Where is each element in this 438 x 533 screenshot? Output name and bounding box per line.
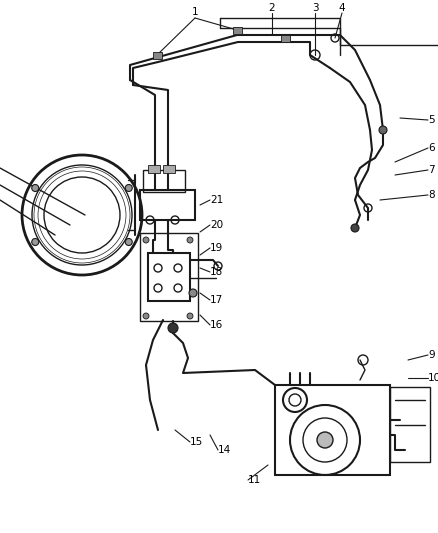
Text: 14: 14 — [218, 445, 231, 455]
Text: 19: 19 — [210, 243, 223, 253]
Text: 21: 21 — [210, 195, 223, 205]
Text: 20: 20 — [210, 220, 223, 230]
Text: 16: 16 — [210, 320, 223, 330]
Bar — [281, 35, 290, 42]
Bar — [148, 165, 160, 173]
Circle shape — [168, 323, 178, 333]
Text: 18: 18 — [210, 267, 223, 277]
Text: 8: 8 — [428, 190, 434, 200]
Bar — [390, 387, 430, 462]
Bar — [140, 190, 195, 220]
Text: 11: 11 — [248, 475, 261, 485]
Circle shape — [317, 432, 333, 448]
Circle shape — [32, 184, 39, 191]
Text: 3: 3 — [312, 3, 318, 13]
Circle shape — [379, 126, 387, 134]
Text: 6: 6 — [428, 143, 434, 153]
Bar — [275, 385, 390, 475]
Circle shape — [143, 237, 149, 243]
Bar — [153, 52, 162, 59]
Text: 5: 5 — [428, 115, 434, 125]
Circle shape — [187, 313, 193, 319]
Circle shape — [189, 289, 197, 297]
Circle shape — [351, 224, 359, 232]
Circle shape — [187, 237, 193, 243]
Bar — [148, 253, 190, 301]
Bar — [143, 170, 185, 192]
Circle shape — [125, 184, 132, 191]
Circle shape — [125, 238, 132, 246]
Text: 17: 17 — [210, 295, 223, 305]
Bar — [163, 165, 175, 173]
Text: 4: 4 — [339, 3, 345, 13]
Text: 2: 2 — [268, 3, 276, 13]
Text: 9: 9 — [428, 350, 434, 360]
Text: 1: 1 — [192, 7, 198, 17]
Circle shape — [32, 238, 39, 246]
Text: 7: 7 — [428, 165, 434, 175]
Circle shape — [143, 313, 149, 319]
Bar — [233, 27, 242, 34]
Text: 15: 15 — [190, 437, 203, 447]
Bar — [140, 233, 198, 321]
Text: 10: 10 — [428, 373, 438, 383]
